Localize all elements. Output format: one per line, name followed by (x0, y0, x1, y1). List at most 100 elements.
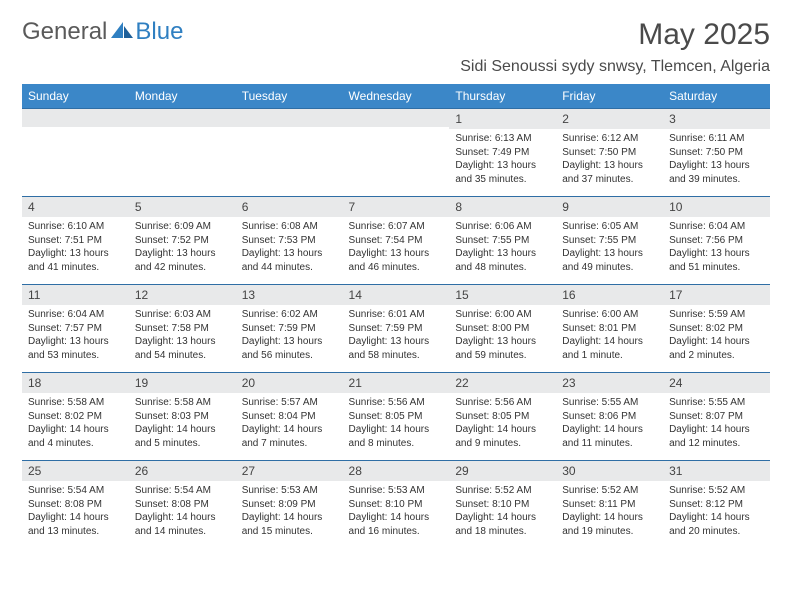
day-number: 2 (556, 109, 663, 129)
day-number: 27 (236, 461, 343, 481)
weekday-header: Friday (556, 84, 663, 109)
day-data: Sunrise: 5:59 AMSunset: 8:02 PMDaylight:… (663, 305, 770, 366)
calendar-week-row: 4Sunrise: 6:10 AMSunset: 7:51 PMDaylight… (22, 197, 770, 285)
calendar-day-cell: 19Sunrise: 5:58 AMSunset: 8:03 PMDayligh… (129, 373, 236, 461)
weekday-header: Sunday (22, 84, 129, 109)
sunrise-text: Sunrise: 6:13 AM (455, 132, 550, 146)
sunset-text: Sunset: 7:54 PM (349, 234, 444, 248)
sunset-text: Sunset: 8:05 PM (455, 410, 550, 424)
sunset-text: Sunset: 7:58 PM (135, 322, 230, 336)
daylight-text: Daylight: 14 hours and 18 minutes. (455, 511, 550, 538)
day-number: 12 (129, 285, 236, 305)
day-number: 14 (343, 285, 450, 305)
day-number: 19 (129, 373, 236, 393)
daylight-text: Daylight: 14 hours and 16 minutes. (349, 511, 444, 538)
daylight-text: Daylight: 14 hours and 19 minutes. (562, 511, 657, 538)
calendar-day-cell: 25Sunrise: 5:54 AMSunset: 8:08 PMDayligh… (22, 461, 129, 549)
daylight-text: Daylight: 13 hours and 39 minutes. (669, 159, 764, 186)
day-data: Sunrise: 5:54 AMSunset: 8:08 PMDaylight:… (22, 481, 129, 542)
day-number: 22 (449, 373, 556, 393)
calendar-body: 1Sunrise: 6:13 AMSunset: 7:49 PMDaylight… (22, 109, 770, 549)
calendar-day-cell (343, 109, 450, 197)
day-number: 21 (343, 373, 450, 393)
day-data: Sunrise: 5:57 AMSunset: 8:04 PMDaylight:… (236, 393, 343, 454)
day-data: Sunrise: 5:55 AMSunset: 8:07 PMDaylight:… (663, 393, 770, 454)
calendar-day-cell: 31Sunrise: 5:52 AMSunset: 8:12 PMDayligh… (663, 461, 770, 549)
day-data: Sunrise: 5:58 AMSunset: 8:02 PMDaylight:… (22, 393, 129, 454)
calendar-day-cell: 20Sunrise: 5:57 AMSunset: 8:04 PMDayligh… (236, 373, 343, 461)
calendar-day-cell: 23Sunrise: 5:55 AMSunset: 8:06 PMDayligh… (556, 373, 663, 461)
brand-part2: Blue (135, 18, 183, 46)
day-number: 31 (663, 461, 770, 481)
daylight-text: Daylight: 13 hours and 53 minutes. (28, 335, 123, 362)
weekday-header: Tuesday (236, 84, 343, 109)
sunrise-text: Sunrise: 5:52 AM (669, 484, 764, 498)
calendar-day-cell: 1Sunrise: 6:13 AMSunset: 7:49 PMDaylight… (449, 109, 556, 197)
day-data: Sunrise: 5:54 AMSunset: 8:08 PMDaylight:… (129, 481, 236, 542)
sunrise-text: Sunrise: 6:04 AM (28, 308, 123, 322)
calendar-day-cell: 10Sunrise: 6:04 AMSunset: 7:56 PMDayligh… (663, 197, 770, 285)
daylight-text: Daylight: 13 hours and 56 minutes. (242, 335, 337, 362)
daylight-text: Daylight: 13 hours and 49 minutes. (562, 247, 657, 274)
sunrise-text: Sunrise: 6:02 AM (242, 308, 337, 322)
sunset-text: Sunset: 8:08 PM (135, 498, 230, 512)
sunset-text: Sunset: 8:10 PM (455, 498, 550, 512)
day-number: 29 (449, 461, 556, 481)
daylight-text: Daylight: 13 hours and 46 minutes. (349, 247, 444, 274)
sunrise-text: Sunrise: 5:53 AM (349, 484, 444, 498)
sunrise-text: Sunrise: 6:07 AM (349, 220, 444, 234)
calendar-day-cell (129, 109, 236, 197)
calendar-day-cell: 7Sunrise: 6:07 AMSunset: 7:54 PMDaylight… (343, 197, 450, 285)
day-data: Sunrise: 5:52 AMSunset: 8:11 PMDaylight:… (556, 481, 663, 542)
sunset-text: Sunset: 7:51 PM (28, 234, 123, 248)
sunrise-text: Sunrise: 6:11 AM (669, 132, 764, 146)
sunset-text: Sunset: 8:00 PM (455, 322, 550, 336)
brand-logo: General Blue (22, 18, 183, 46)
daylight-text: Daylight: 14 hours and 7 minutes. (242, 423, 337, 450)
sunrise-text: Sunrise: 6:00 AM (455, 308, 550, 322)
sunset-text: Sunset: 7:59 PM (242, 322, 337, 336)
day-data: Sunrise: 5:56 AMSunset: 8:05 PMDaylight:… (343, 393, 450, 454)
daylight-text: Daylight: 13 hours and 37 minutes. (562, 159, 657, 186)
daylight-text: Daylight: 14 hours and 8 minutes. (349, 423, 444, 450)
day-number: 24 (663, 373, 770, 393)
sunset-text: Sunset: 7:50 PM (669, 146, 764, 160)
day-data: Sunrise: 6:00 AMSunset: 8:00 PMDaylight:… (449, 305, 556, 366)
sail-icon (111, 22, 133, 38)
calendar-day-cell: 22Sunrise: 5:56 AMSunset: 8:05 PMDayligh… (449, 373, 556, 461)
sunrise-text: Sunrise: 5:57 AM (242, 396, 337, 410)
sunset-text: Sunset: 7:55 PM (562, 234, 657, 248)
day-number (343, 109, 450, 127)
daylight-text: Daylight: 14 hours and 5 minutes. (135, 423, 230, 450)
daylight-text: Daylight: 13 hours and 41 minutes. (28, 247, 123, 274)
calendar-day-cell (236, 109, 343, 197)
sunrise-text: Sunrise: 5:52 AM (562, 484, 657, 498)
calendar-day-cell: 6Sunrise: 6:08 AMSunset: 7:53 PMDaylight… (236, 197, 343, 285)
daylight-text: Daylight: 14 hours and 15 minutes. (242, 511, 337, 538)
daylight-text: Daylight: 14 hours and 11 minutes. (562, 423, 657, 450)
sunset-text: Sunset: 8:06 PM (562, 410, 657, 424)
calendar-week-row: 25Sunrise: 5:54 AMSunset: 8:08 PMDayligh… (22, 461, 770, 549)
sunrise-text: Sunrise: 5:59 AM (669, 308, 764, 322)
daylight-text: Daylight: 14 hours and 4 minutes. (28, 423, 123, 450)
sunset-text: Sunset: 8:03 PM (135, 410, 230, 424)
day-number: 5 (129, 197, 236, 217)
day-number: 18 (22, 373, 129, 393)
weekday-header: Thursday (449, 84, 556, 109)
day-data: Sunrise: 6:13 AMSunset: 7:49 PMDaylight:… (449, 129, 556, 190)
sunrise-text: Sunrise: 6:01 AM (349, 308, 444, 322)
day-data: Sunrise: 6:05 AMSunset: 7:55 PMDaylight:… (556, 217, 663, 278)
daylight-text: Daylight: 13 hours and 48 minutes. (455, 247, 550, 274)
day-number: 20 (236, 373, 343, 393)
sunset-text: Sunset: 8:12 PM (669, 498, 764, 512)
sunrise-text: Sunrise: 5:52 AM (455, 484, 550, 498)
day-number: 8 (449, 197, 556, 217)
day-number: 25 (22, 461, 129, 481)
sunset-text: Sunset: 7:52 PM (135, 234, 230, 248)
weekday-header: Saturday (663, 84, 770, 109)
daylight-text: Daylight: 13 hours and 35 minutes. (455, 159, 550, 186)
sunset-text: Sunset: 7:50 PM (562, 146, 657, 160)
weekday-header: Wednesday (343, 84, 450, 109)
calendar-day-cell: 2Sunrise: 6:12 AMSunset: 7:50 PMDaylight… (556, 109, 663, 197)
sunset-text: Sunset: 7:57 PM (28, 322, 123, 336)
